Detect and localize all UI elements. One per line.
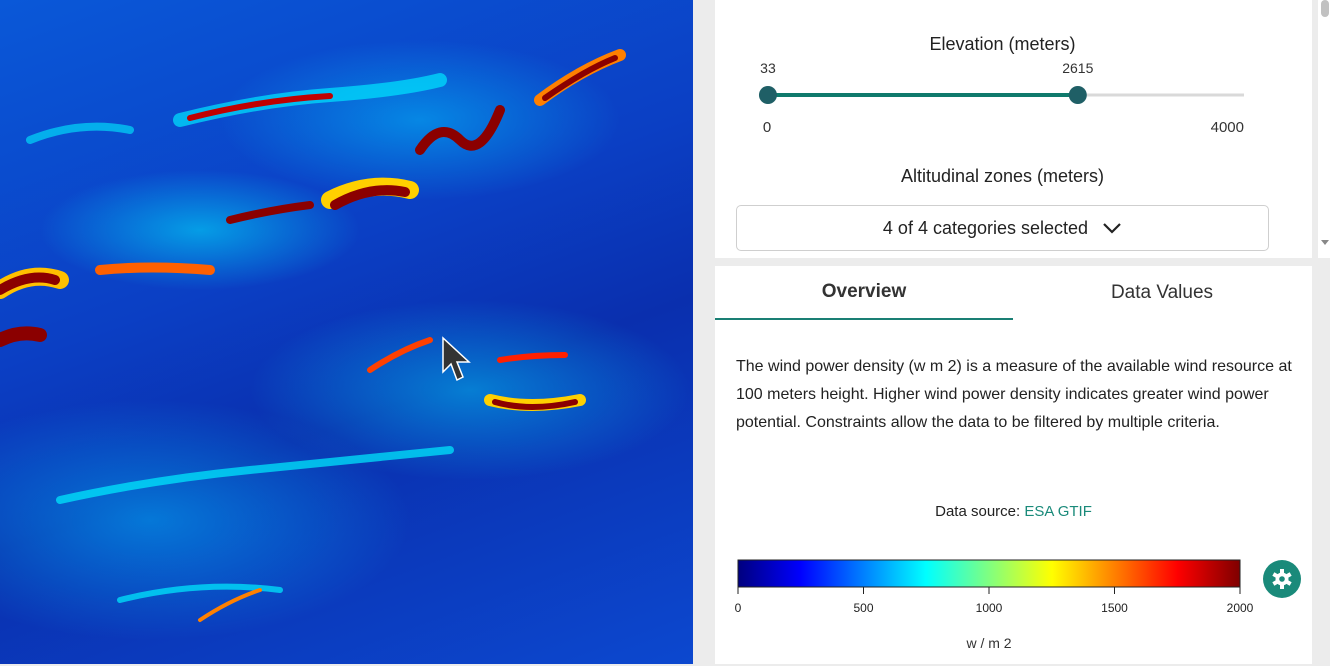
- tab[interactable]: Overview: [715, 266, 1013, 320]
- source-link[interactable]: ESA GTIF: [1024, 503, 1092, 520]
- chevron: [1103, 223, 1121, 234]
- legend-unit: w / m 2: [965, 635, 1011, 651]
- slider-max: 4000: [1211, 119, 1244, 136]
- map-overlay: [0, 49, 626, 622]
- scrollbar[interactable]: [1318, 0, 1330, 258]
- source-label: Data source:: [935, 503, 1021, 520]
- settings-button[interactable]: [1263, 560, 1301, 598]
- legend-tick-label: 2000: [1227, 601, 1254, 615]
- legend-tick-label: 1000: [976, 601, 1003, 615]
- scroll-down[interactable]: [1318, 238, 1330, 248]
- info-card: Overview Data Values The wind power densi…: [715, 266, 1312, 664]
- zones-dropdown[interactable]: 4 of 4 categories selected: [736, 205, 1269, 251]
- gear-icon: [1272, 569, 1292, 589]
- legend: 0 500 1000 1500 2000 w / m 2: [735, 559, 1254, 651]
- dropdown-text: 4 of 4 categories selected: [882, 217, 1089, 238]
- scroll-thumb[interactable]: [1321, 0, 1329, 17]
- elevation-label: Elevation (meters): [929, 34, 1076, 54]
- slider-value: 2615: [1062, 60, 1093, 76]
- slider-handle[interactable]: [1068, 86, 1087, 104]
- zones-label: Altitudinal zones (meters): [900, 166, 1105, 186]
- filter-card: Elevation (meters) 33 2615 0 4000 Altitudin…: [715, 0, 1330, 258]
- description: The wind power density (w m 2) is a meas…: [736, 358, 1292, 431]
- legend-tick-label: 1500: [1101, 601, 1128, 615]
- slider-min: 0: [763, 119, 771, 136]
- cursor: [442, 336, 471, 382]
- map[interactable]: [0, 0, 693, 664]
- elevation-slider[interactable]: 33 2615 0 4000: [715, 50, 1290, 200]
- tab[interactable]: Data Values: [1110, 282, 1214, 303]
- ridges: [0, 49, 626, 622]
- data-source: Data source: ESA GTIF: [715, 503, 1312, 520]
- legend-tick-label: 0: [735, 601, 742, 615]
- legend-tick-label: 500: [853, 601, 873, 615]
- slider-value: 33: [760, 60, 776, 76]
- slider-handle[interactable]: [758, 86, 777, 104]
- side-panel: Elevation (meters) 33 2615 0 4000 Altitudin…: [693, 0, 1330, 664]
- colorbar: [737, 559, 1241, 588]
